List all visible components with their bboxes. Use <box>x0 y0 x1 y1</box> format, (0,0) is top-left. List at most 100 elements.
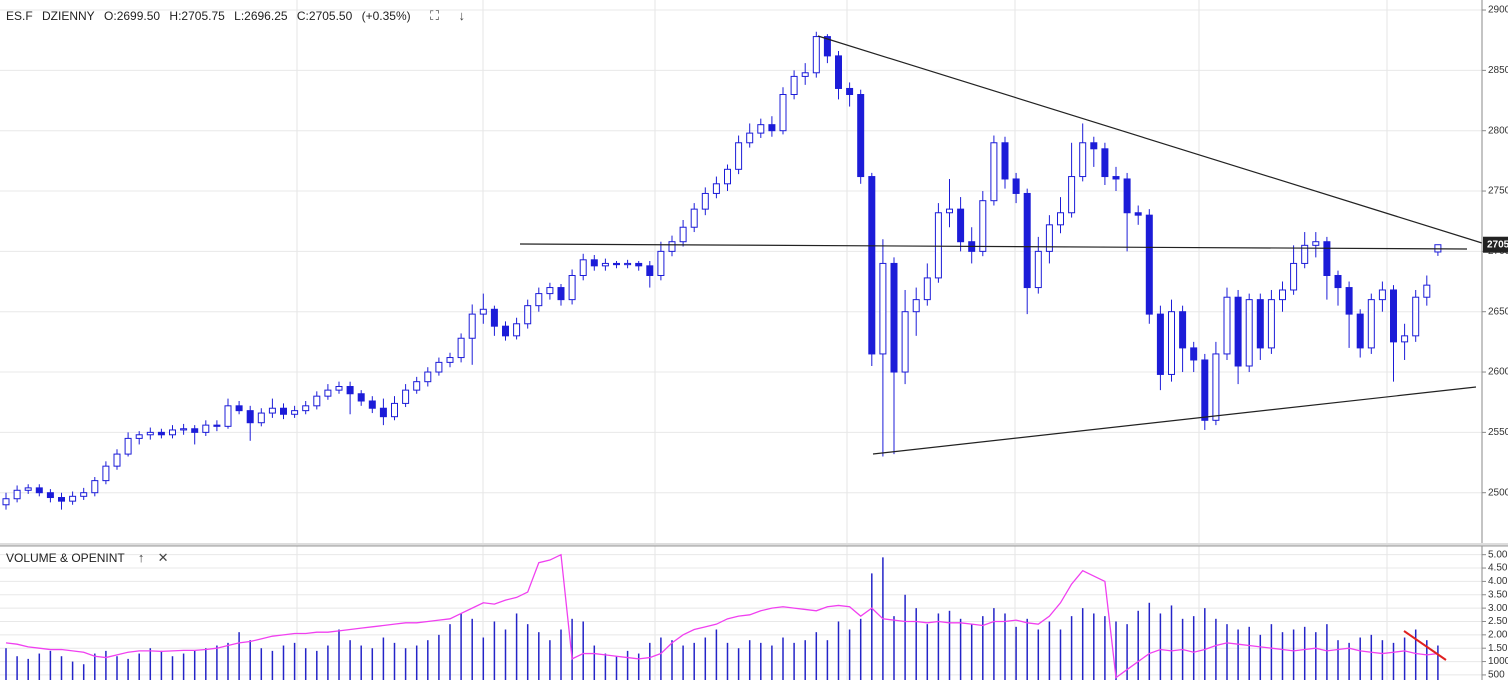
candle-body <box>923 277 931 301</box>
candle-body <box>102 465 110 482</box>
candle-body <box>1234 296 1242 367</box>
y-tick-label: 2800 <box>1488 125 1508 136</box>
candle-body <box>446 357 454 363</box>
candle-body <box>646 265 654 277</box>
candle-body <box>313 395 321 407</box>
candle-body <box>746 132 754 144</box>
candle-body <box>1068 176 1076 214</box>
candle-body <box>724 168 731 185</box>
candle-body <box>601 262 609 267</box>
candle-body <box>46 492 54 499</box>
volume-title: VOLUME & OPENINT <box>6 551 125 565</box>
candle-body <box>1323 241 1331 276</box>
candle-body <box>468 313 476 339</box>
candle-body <box>957 208 965 243</box>
candle-body <box>1079 142 1087 178</box>
candle-body <box>13 489 21 500</box>
download-icon[interactable]: ↓ <box>458 8 465 23</box>
y-tick-label: 2750 <box>1488 186 1508 197</box>
symbol: ES.F <box>6 9 33 23</box>
candle-body <box>402 389 410 404</box>
candle-body <box>557 287 565 301</box>
candle-body <box>124 437 132 455</box>
candle-body <box>513 323 521 337</box>
candle-body <box>1223 296 1231 355</box>
candle-body <box>979 200 987 252</box>
trend-line <box>519 243 1468 250</box>
candle-body <box>391 402 398 418</box>
candle-body <box>690 208 698 228</box>
candle-body <box>224 405 232 427</box>
candle-body <box>1356 313 1364 349</box>
candle-body <box>1401 335 1409 343</box>
candle-body <box>946 208 953 214</box>
candle-body <box>1168 311 1175 375</box>
candle-body <box>113 453 121 467</box>
y-tick-label: 1000 <box>1488 656 1508 667</box>
candle-body <box>457 337 465 359</box>
grid-layer <box>0 9 1482 676</box>
candle-body <box>613 262 620 266</box>
candle-body <box>413 381 421 391</box>
candle-body <box>257 412 265 424</box>
candle-body <box>202 424 210 433</box>
candle-body <box>790 75 798 96</box>
volume-trend-line <box>1403 630 1447 661</box>
candle-body <box>590 259 598 267</box>
candle-body <box>1212 353 1220 421</box>
change: (+0.35%) <box>361 9 411 23</box>
candle-body <box>1057 212 1064 226</box>
candle-body <box>990 142 998 202</box>
candle-body <box>1301 244 1309 264</box>
candle-body <box>1012 178 1020 194</box>
expand-icon[interactable]: ⛶ <box>430 8 440 23</box>
candle-body <box>1267 299 1275 349</box>
candle-body <box>157 431 165 436</box>
candle-body <box>1112 176 1120 180</box>
candle-body <box>479 308 487 315</box>
move-up-icon[interactable]: ↑ <box>137 550 145 565</box>
candle-body <box>2 498 10 506</box>
y-tick-label: 3.50 <box>1488 589 1508 600</box>
candle-body <box>846 87 854 96</box>
close-icon[interactable]: ✕ <box>157 550 169 565</box>
candle-body <box>568 275 576 301</box>
candle-body <box>812 36 820 74</box>
candle-body <box>1334 275 1342 289</box>
candle-body <box>801 72 809 77</box>
candle-body <box>146 431 154 436</box>
candle-body <box>901 311 909 373</box>
candle-body <box>1279 289 1286 301</box>
candle-body <box>624 262 632 266</box>
candle-body <box>1034 250 1042 289</box>
ohlc-high: H:2705.75 <box>169 9 225 23</box>
interval: DZIENNY <box>42 9 95 23</box>
candle-body <box>69 495 77 502</box>
candle-body <box>180 428 188 431</box>
candle-body <box>1090 142 1098 150</box>
candle-body <box>1378 289 1386 301</box>
y-tick-label: 5.00 <box>1488 549 1508 560</box>
candle-body <box>502 325 509 337</box>
candle-body <box>346 386 354 395</box>
candle-body <box>135 434 143 439</box>
mark-layer <box>2 31 1442 680</box>
candle-body <box>335 386 343 391</box>
candle-body <box>1367 299 1375 349</box>
candle-body <box>1390 289 1397 343</box>
candle-body <box>235 405 243 412</box>
candle-body <box>779 94 787 132</box>
candle-body <box>1134 212 1142 216</box>
y-tick-label: 1.50 <box>1488 643 1508 654</box>
ohlc-open: O:2699.50 <box>104 9 161 23</box>
chart-header: ES.F DZIENNY O:2699.50 H:2705.75 L:2696.… <box>6 8 471 24</box>
candle-body <box>169 429 176 436</box>
y-tick-label: 2500 <box>1488 487 1508 498</box>
candle-body <box>857 94 865 178</box>
y-tick-label: 2900 <box>1488 5 1508 16</box>
y-tick-label: 2850 <box>1488 65 1508 76</box>
candle-body <box>291 410 299 415</box>
candle-body <box>1290 262 1298 291</box>
candle-body <box>835 55 842 89</box>
